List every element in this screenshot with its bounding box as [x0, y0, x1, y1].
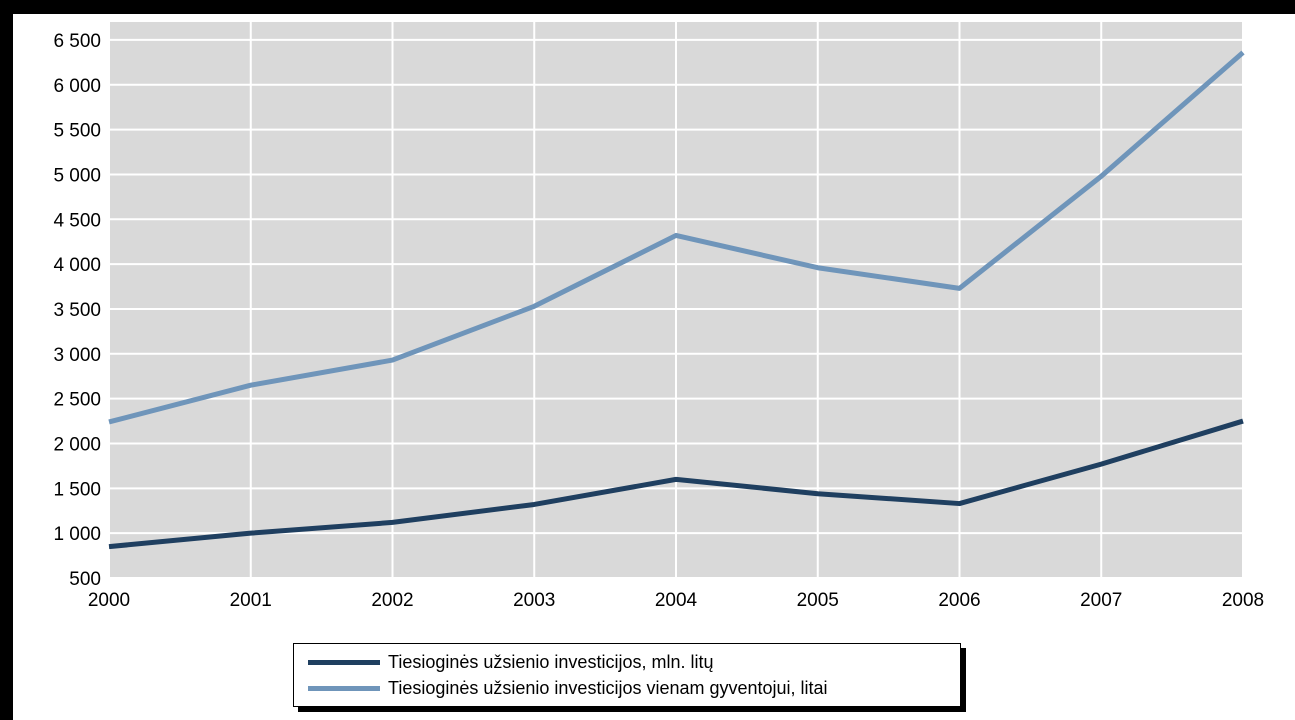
y-tick-label: 4 000 — [53, 255, 101, 276]
legend-label-series-1: Tiesioginės užsienio investicijos, mln. … — [388, 651, 714, 672]
legend: Tiesioginės užsienio investicijos, mln. … — [293, 643, 961, 707]
y-tick-label: 6 000 — [53, 76, 101, 97]
x-tick-label: 2000 — [88, 590, 130, 611]
series-line-1 — [108, 418, 1244, 550]
legend-swatch-series-2 — [308, 685, 380, 691]
y-tick-label: 2 000 — [53, 434, 101, 455]
x-tick-label: 2002 — [371, 590, 413, 611]
y-tick-label: 6 500 — [53, 31, 101, 52]
x-tick-label: 2001 — [230, 590, 272, 611]
legend-item-series-1: Tiesioginės užsienio investicijos, mln. … — [308, 649, 713, 675]
x-tick-label: 2004 — [655, 590, 698, 611]
x-tick-label: 2005 — [797, 590, 839, 611]
y-axis-ticks: 500 1 000 1 500 2 000 2 500 3 000 3 500 4 000 4 … — [53, 31, 101, 590]
series-line-2 — [108, 50, 1245, 425]
x-tick-label: 2007 — [1080, 590, 1122, 611]
x-axis-ticks: 2000 2001 2002 2003 2004 2005 2006 2007 2008 — [88, 590, 1264, 611]
y-tick-label: 1 500 — [53, 479, 101, 500]
series-lines — [108, 50, 1245, 550]
y-tick-label: 4 500 — [53, 210, 101, 231]
y-tick-label: 3 000 — [53, 345, 101, 366]
x-tick-label: 2008 — [1222, 590, 1264, 611]
y-tick-label: 500 — [69, 569, 101, 590]
legend-swatch-series-1 — [308, 659, 380, 665]
x-tick-label: 2003 — [513, 590, 555, 611]
y-tick-label: 1 000 — [53, 524, 101, 545]
y-tick-label: 3 500 — [53, 300, 101, 321]
y-tick-label: 5 000 — [53, 165, 101, 186]
chart-frame: 500 1 000 1 500 2 000 2 500 3 000 3 500 4 000 4 … — [13, 14, 1295, 720]
legend-item-series-2: Tiesioginės užsienio investicijos vienam… — [308, 675, 828, 701]
line-chart: 500 1 000 1 500 2 000 2 500 3 000 3 500 4 000 4 … — [53, 22, 1264, 611]
y-tick-label: 5 500 — [53, 121, 101, 142]
x-tick-label: 2006 — [938, 590, 980, 611]
grid — [108, 22, 1244, 579]
y-tick-label: 2 500 — [53, 390, 101, 411]
legend-label-series-2: Tiesioginės užsienio investicijos vienam… — [388, 677, 828, 698]
